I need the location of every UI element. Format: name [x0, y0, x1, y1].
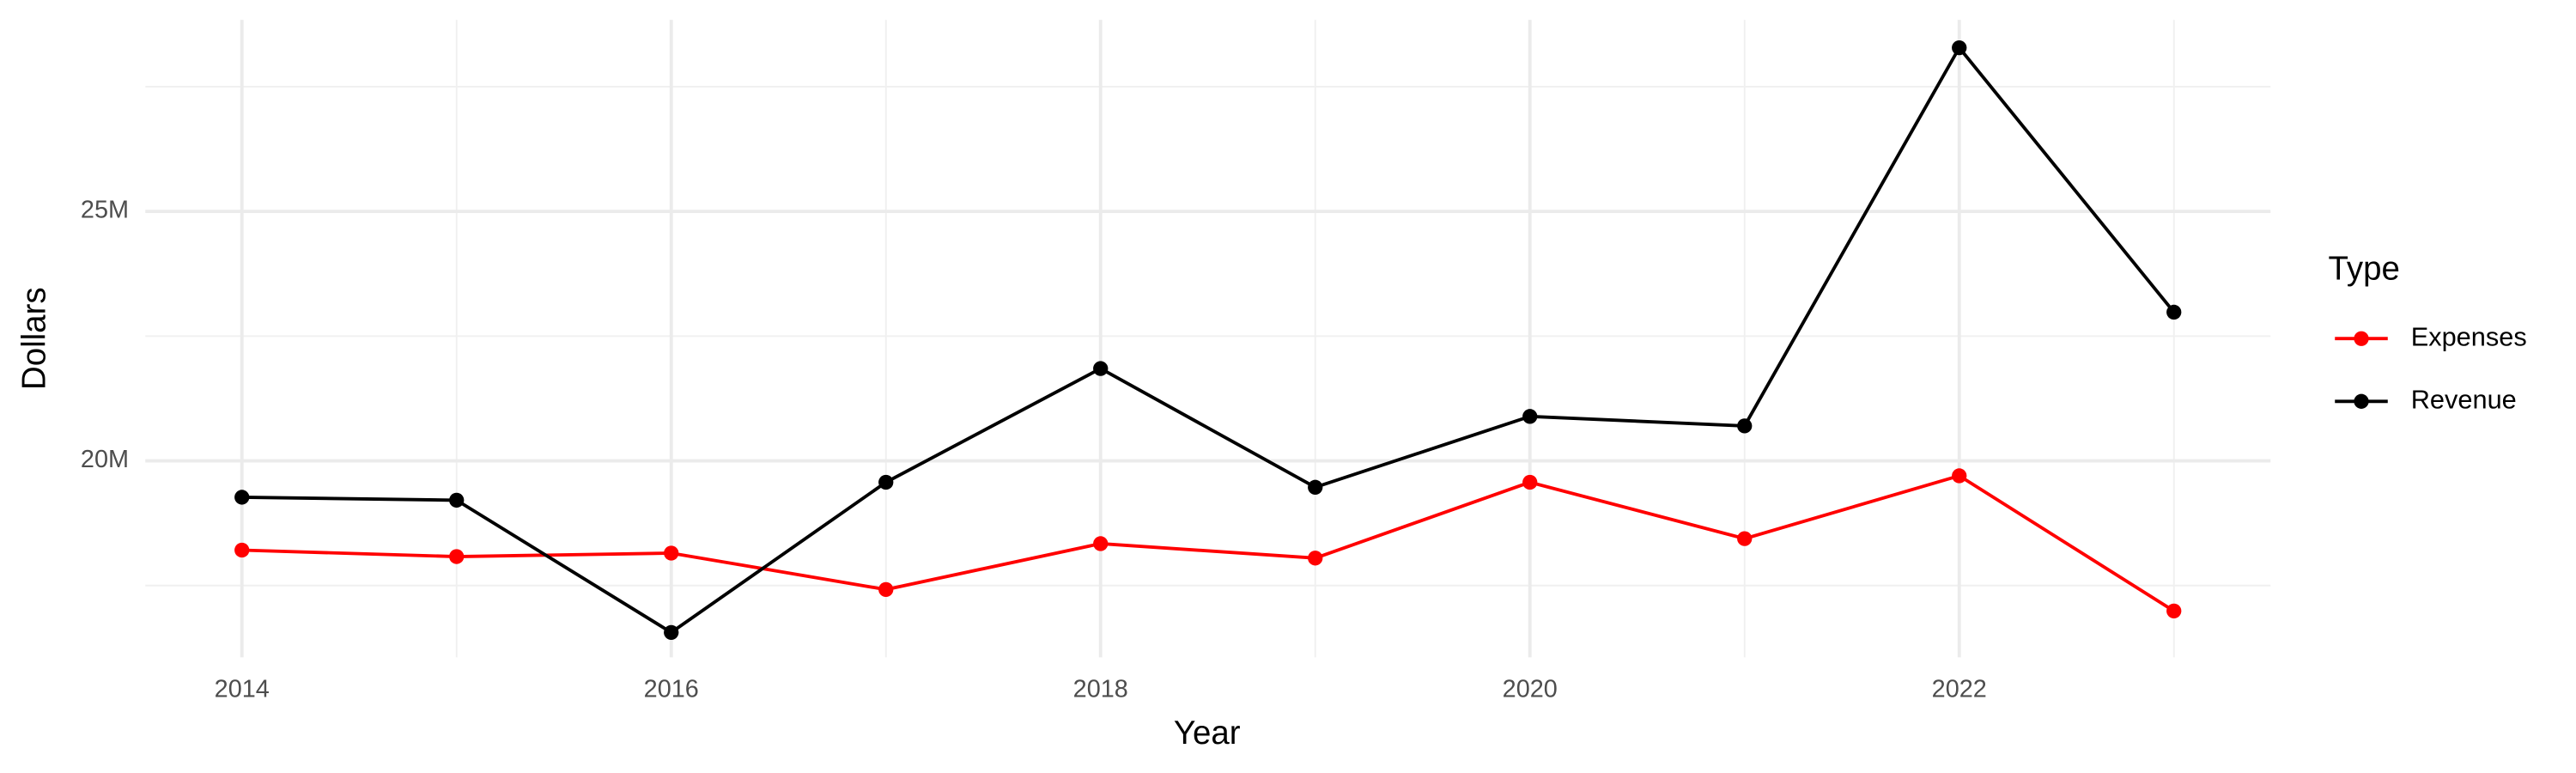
data-point: [1308, 551, 1323, 566]
data-point: [234, 542, 250, 558]
data-point: [1093, 536, 1109, 551]
x-tick-label: 2018: [1073, 675, 1128, 703]
data-point: [1952, 40, 1967, 56]
data-point: [2166, 603, 2182, 619]
y-axis-title: Dollars: [15, 287, 52, 390]
x-axis-title: Year: [1174, 715, 1241, 752]
data-point: [664, 545, 679, 561]
data-point: [1952, 468, 1967, 484]
x-tick-label: 2022: [1932, 675, 1987, 703]
y-tick-label: 25M: [81, 197, 129, 224]
x-tick-label: 2016: [644, 675, 699, 703]
x-tick-label: 2020: [1503, 675, 1558, 703]
data-point: [664, 624, 679, 640]
legend-key-point: [2354, 393, 2369, 409]
data-point: [878, 581, 894, 598]
data-point: [1737, 418, 1753, 434]
y-tick-label: 20M: [81, 446, 129, 473]
x-tick-label: 2014: [215, 675, 270, 703]
data-point: [2166, 304, 2182, 320]
data-point: [234, 490, 250, 505]
series-line: [241, 45, 2176, 635]
data-point: [1093, 361, 1109, 376]
data-point: [449, 492, 465, 508]
data-point: [1522, 409, 1538, 424]
legend-title: Type: [2329, 251, 2400, 288]
data-point: [1522, 474, 1538, 490]
data-point: [878, 474, 894, 490]
legend-label: Expenses: [2411, 321, 2527, 351]
legend-label: Revenue: [2411, 384, 2517, 414]
series-line: [241, 473, 2175, 612]
data-point: [1737, 531, 1753, 546]
data-point: [449, 549, 465, 564]
data-point: [1308, 479, 1323, 495]
legend-key-point: [2354, 331, 2369, 346]
